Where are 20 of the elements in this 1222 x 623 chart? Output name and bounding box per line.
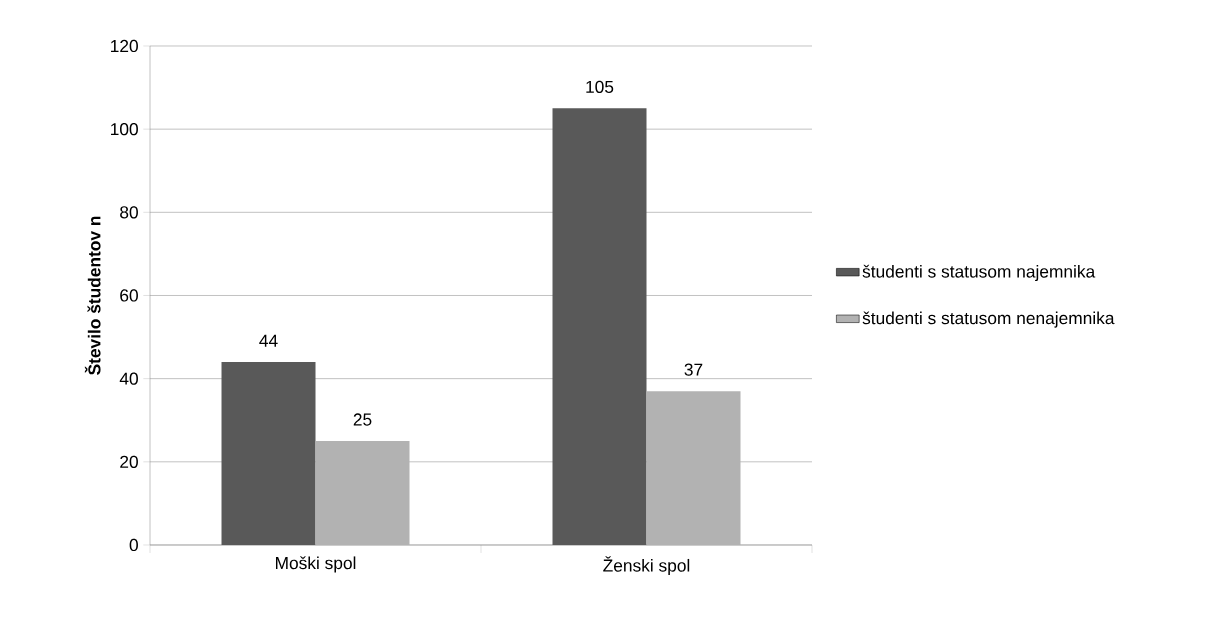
- bar: [646, 391, 741, 545]
- data-label: 105: [586, 80, 614, 93]
- y-tick-label: 0: [129, 538, 138, 552]
- bar: [315, 441, 410, 545]
- legend-label: študenti s statusom nenajemnika: [862, 311, 1115, 328]
- y-tick-label: 20: [120, 455, 138, 468]
- data-label: 44: [259, 334, 278, 347]
- y-tick-label: 40: [119, 372, 138, 385]
- bar: [552, 108, 647, 545]
- y-tick-label: 120: [111, 39, 138, 53]
- legend-label: študenti s statusom najemnika: [862, 264, 1096, 282]
- bar: [221, 362, 316, 545]
- y-tick-label: 80: [120, 206, 138, 219]
- data-label: 37: [684, 363, 703, 376]
- y-axis-title: Število študentov n: [84, 216, 101, 375]
- x-tick-label: Ženski spol: [603, 556, 690, 576]
- y-tick-label: 100: [111, 123, 138, 136]
- data-label: 25: [353, 413, 372, 426]
- x-tick-label: Moški spol: [275, 556, 356, 573]
- y-tick-label: 60: [120, 289, 138, 302]
